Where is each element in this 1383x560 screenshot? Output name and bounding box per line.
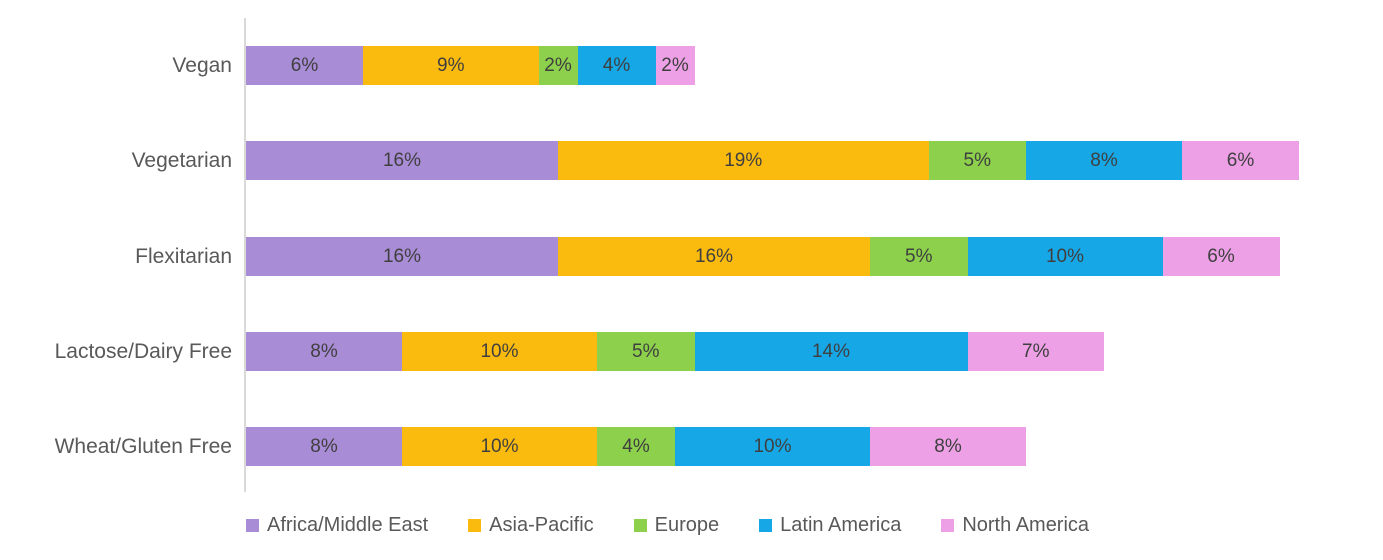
legend-swatch-icon	[633, 519, 647, 532]
bar-segment: 9%	[363, 46, 539, 85]
bar-segment: 2%	[655, 46, 695, 85]
legend-item: Asia-Pacific	[468, 514, 594, 537]
bar-segment: 5%	[597, 332, 695, 371]
legend-label: Europe	[654, 514, 720, 536]
bar-stack: 8% 10% 4% 10% 8%	[246, 427, 1026, 466]
category-label: Vegan	[172, 54, 232, 77]
chart-row: Vegetarian 16% 19% 5% 8% 6%	[0, 141, 1383, 180]
bar-segment: 7%	[967, 332, 1104, 371]
bar-segment: 6%	[1162, 237, 1280, 276]
chart-row: Wheat/Gluten Free 8% 10% 4% 10% 8%	[0, 427, 1383, 466]
legend-label: Africa/Middle East	[267, 514, 429, 536]
category-label: Wheat/Gluten Free	[54, 435, 232, 458]
bar-segment: 2%	[538, 46, 578, 85]
bar-segment: 16%	[558, 237, 870, 276]
legend-swatch-icon	[759, 519, 773, 532]
bar-segment: 8%	[246, 332, 402, 371]
legend-label: North America	[962, 514, 1090, 536]
legend-item: Africa/Middle East	[246, 514, 428, 537]
chart-row: Vegan 6% 9% 2% 4% 2%	[0, 46, 1383, 85]
bar-stack: 6% 9% 2% 4% 2%	[246, 46, 695, 85]
bar-segment: 10%	[402, 332, 597, 371]
category-label: Lactose/Dairy Free	[54, 340, 232, 363]
y-axis-line	[244, 18, 246, 492]
legend-swatch-icon	[941, 519, 955, 532]
bar-segment: 16%	[246, 141, 558, 180]
bar-segment: 4%	[577, 46, 656, 85]
bar-segment: 5%	[870, 237, 968, 276]
bar-segment: 19%	[558, 141, 929, 180]
category-label: Flexitarian	[135, 245, 232, 268]
bar-segment: 5%	[928, 141, 1026, 180]
bar-segment: 10%	[402, 427, 597, 466]
bar-segment: 16%	[246, 237, 558, 276]
bar-stack: 8% 10% 5% 14% 7%	[246, 332, 1104, 371]
legend-item: Latin America	[759, 514, 901, 537]
bar-segment: 10%	[675, 427, 870, 466]
legend-item: Europe	[633, 514, 720, 537]
bar-segment: 6%	[246, 46, 363, 85]
legend-swatch-icon	[468, 519, 482, 532]
legend-swatch-icon	[246, 519, 259, 532]
bar-segment: 8%	[1026, 141, 1182, 180]
bar-segment: 6%	[1182, 141, 1299, 180]
bar-segment: 8%	[246, 427, 402, 466]
category-label: Vegetarian	[131, 149, 232, 172]
chart-row: Lactose/Dairy Free 8% 10% 5% 14% 7%	[0, 332, 1383, 371]
bar-stack: 16% 19% 5% 8% 6%	[246, 141, 1299, 180]
chart-row: Flexitarian 16% 16% 5% 10% 6%	[0, 237, 1383, 276]
legend-label: Latin America	[780, 514, 902, 536]
legend-item: North America	[941, 514, 1089, 537]
bar-segment: 8%	[870, 427, 1026, 466]
legend-label: Asia-Pacific	[489, 514, 594, 536]
bar-stack: 16% 16% 5% 10% 6%	[246, 237, 1280, 276]
bar-segment: 10%	[967, 237, 1163, 276]
legend: Africa/Middle East Asia-Pacific Europe Lati…	[246, 514, 1089, 537]
bar-segment: 4%	[597, 427, 675, 466]
bar-segment: 14%	[694, 332, 968, 371]
